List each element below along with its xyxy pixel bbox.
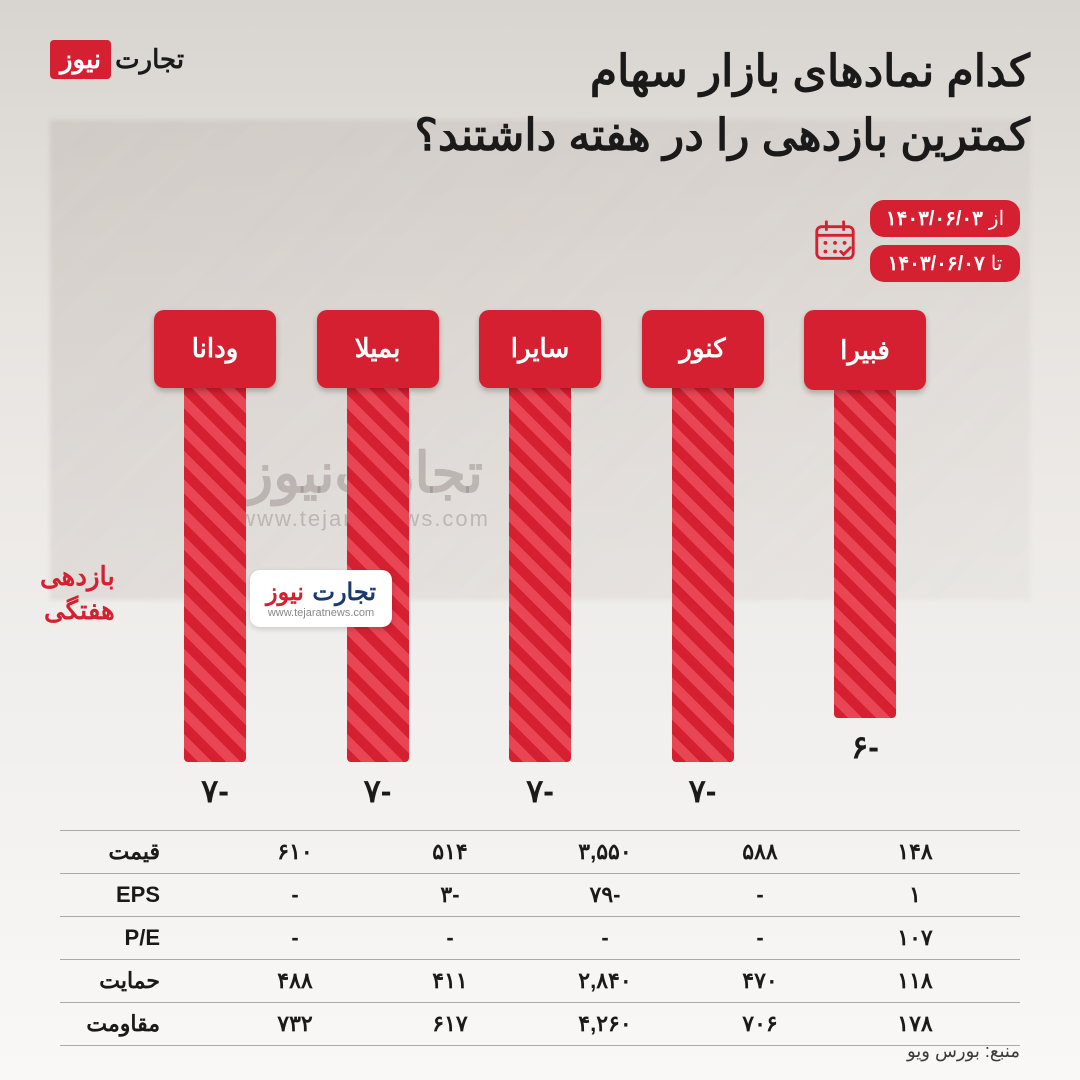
table-cell: ۱۱۸ bbox=[850, 960, 980, 1002]
table-cell: ۷۰۶ bbox=[695, 1003, 825, 1045]
table-cell: ۱۰۷ bbox=[850, 917, 980, 959]
bar-column: ودانا -۷ bbox=[150, 310, 280, 810]
date-to: تا ۱۴۰۳/۰۶/۰۷ bbox=[870, 245, 1020, 282]
table-cell: ۴,۲۶۰ bbox=[540, 1003, 670, 1045]
bar-body bbox=[672, 382, 734, 762]
table-cell: -۷۹ bbox=[540, 874, 670, 916]
bar-body bbox=[834, 384, 896, 718]
table-row: P/E----۱۰۷ bbox=[60, 916, 1020, 959]
table-cell: ۶۱۷ bbox=[385, 1003, 515, 1045]
table-cell: - bbox=[695, 874, 825, 916]
watermark-logo: تجارت نیوز www.tejaratnews.com bbox=[250, 570, 392, 627]
row-cells: ۶۱۰ ۵۱۴ ۳,۵۵۰ ۵۸۸ ۱۴۸ bbox=[170, 831, 1020, 873]
bar-value: -۷ bbox=[689, 772, 717, 810]
bar-body bbox=[184, 382, 246, 762]
row-label: EPS bbox=[60, 874, 170, 916]
date-from: از ۱۴۰۳/۰۶/۰۳ bbox=[870, 200, 1020, 237]
table-cell: - bbox=[230, 874, 360, 916]
brand-accent: نیوز bbox=[50, 40, 111, 79]
row-label: مقاومت bbox=[60, 1003, 170, 1045]
bar-column: کنور -۷ bbox=[638, 310, 768, 810]
row-label: P/E bbox=[60, 917, 170, 959]
table-cell: ۴۷۰ bbox=[695, 960, 825, 1002]
table-cell: - bbox=[695, 917, 825, 959]
axis-label: بازدهی هفتگی bbox=[40, 560, 115, 628]
bar-value: -۶ bbox=[851, 728, 879, 766]
table-cell: ۴۸۸ bbox=[230, 960, 360, 1002]
table-cell: ۶۱۰ bbox=[230, 831, 360, 873]
table-cell: ۱۷۸ bbox=[850, 1003, 980, 1045]
brand-logo: تجارت نیوز bbox=[50, 40, 184, 79]
bar-body bbox=[509, 382, 571, 762]
table-cell: ۵۱۴ bbox=[385, 831, 515, 873]
title-line-1: کدام نمادهای بازار سهام bbox=[414, 40, 1030, 104]
table-row: قیمت ۶۱۰ ۵۱۴ ۳,۵۵۰ ۵۸۸ ۱۴۸ bbox=[60, 830, 1020, 873]
title-line-2: کمترین بازدهی را در هفته داشتند؟ bbox=[414, 104, 1030, 168]
data-table: قیمت۶۱۰۵۱۴۳,۵۵۰۵۸۸۱۴۸EPS--۳-۷۹-۱P/E----۱… bbox=[60, 830, 1020, 1046]
brand-main: تجارت bbox=[115, 44, 184, 75]
table-cell: ۵۸۸ bbox=[695, 831, 825, 873]
bar-header: فبیرا bbox=[804, 310, 926, 390]
row-cells: ۴۸۸ ۴۱۱ ۲,۸۴۰ ۴۷۰ ۱۱۸ bbox=[170, 960, 1020, 1002]
table-cell: ۳,۵۵۰ bbox=[540, 831, 670, 873]
table-row: حمایت ۴۸۸ ۴۱۱ ۲,۸۴۰ ۴۷۰ ۱۱۸ bbox=[60, 959, 1020, 1002]
table-cell: ۲,۸۴۰ bbox=[540, 960, 670, 1002]
date-range: از ۱۴۰۳/۰۶/۰۳ تا ۱۴۰۳/۰۶/۰۷ bbox=[812, 200, 1020, 282]
table-cell: - bbox=[230, 917, 360, 959]
table-cell: ۱۴۸ bbox=[850, 831, 980, 873]
calendar-icon bbox=[812, 218, 858, 264]
table-row: مقاومت ۷۳۲ ۶۱۷ ۴,۲۶۰ ۷۰۶ ۱۷۸ bbox=[60, 1002, 1020, 1046]
source-credit: منبع: بورس ویو bbox=[907, 1041, 1020, 1062]
row-label: قیمت bbox=[60, 831, 170, 873]
bar-header: ودانا bbox=[154, 310, 276, 388]
table-cell: - bbox=[385, 917, 515, 959]
row-cells: ۷۳۲ ۶۱۷ ۴,۲۶۰ ۷۰۶ ۱۷۸ bbox=[170, 1003, 1020, 1045]
bar-column: سایرا -۷ bbox=[475, 310, 605, 810]
table-cell: ۱ bbox=[850, 874, 980, 916]
bar-value: -۷ bbox=[526, 772, 554, 810]
bar-header: بمیلا bbox=[317, 310, 439, 388]
table-cell: -۳ bbox=[385, 874, 515, 916]
table-row: EPS--۳-۷۹-۱ bbox=[60, 873, 1020, 916]
row-cells: --۳-۷۹-۱ bbox=[170, 874, 1020, 916]
table-cell: ۴۱۱ bbox=[385, 960, 515, 1002]
row-cells: ----۱۰۷ bbox=[170, 917, 1020, 959]
bar-header: سایرا bbox=[479, 310, 601, 388]
row-label: حمایت bbox=[60, 960, 170, 1002]
bar-value: -۷ bbox=[201, 772, 229, 810]
bar-header: کنور bbox=[642, 310, 764, 388]
table-cell: - bbox=[540, 917, 670, 959]
bar-column: بمیلا -۷ bbox=[313, 310, 443, 810]
page-title: کدام نمادهای بازار سهام کمترین بازدهی را… bbox=[414, 40, 1030, 168]
table-cell: ۷۳۲ bbox=[230, 1003, 360, 1045]
bar-chart: ودانا -۷ بمیلا -۷ سایرا -۷ کنور -۷ فبیرا -۶ bbox=[150, 310, 930, 810]
bar-column: فبیرا -۶ bbox=[800, 310, 930, 810]
header: کدام نمادهای بازار سهام کمترین بازدهی را… bbox=[50, 40, 1030, 168]
bar-value: -۷ bbox=[364, 772, 392, 810]
